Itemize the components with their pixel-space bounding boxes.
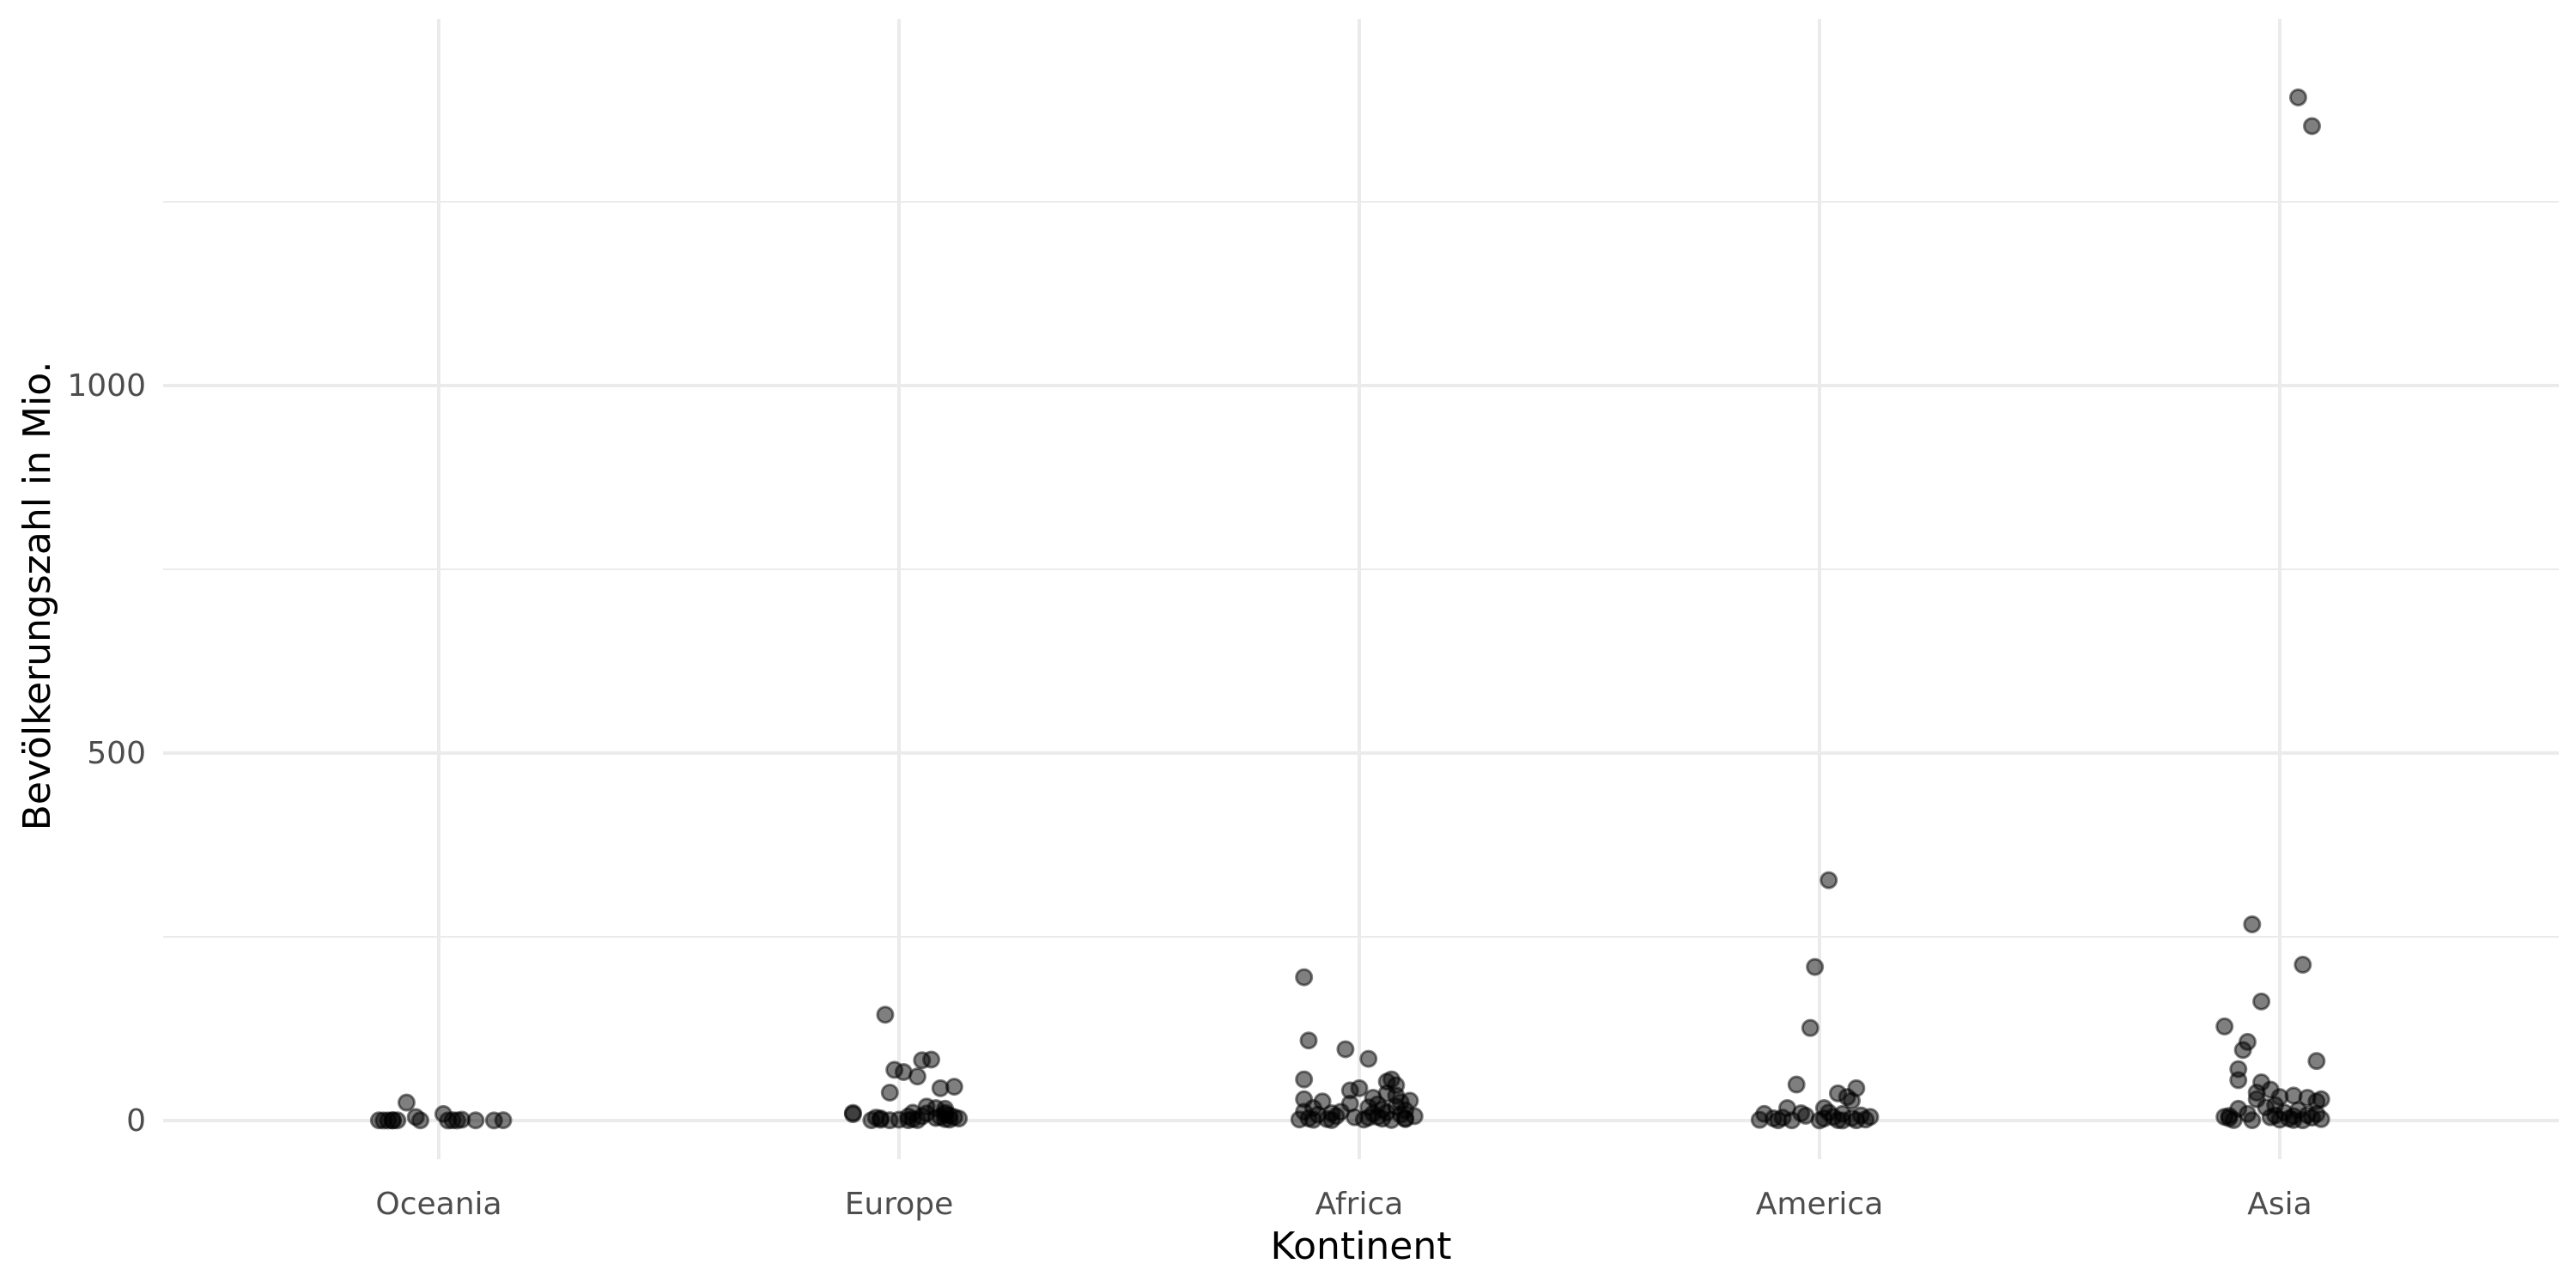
data-point-africa bbox=[1295, 968, 1314, 987]
data-point-europe bbox=[880, 1083, 899, 1102]
x-tick-label-asia: Asia bbox=[2247, 1187, 2312, 1222]
data-point-america bbox=[1773, 1109, 1792, 1127]
data-point-asia bbox=[2293, 956, 2312, 975]
data-point-asia bbox=[2243, 1111, 2262, 1130]
data-point-oceania bbox=[484, 1111, 503, 1130]
data-point-africa bbox=[1322, 1103, 1341, 1122]
data-point-africa bbox=[1387, 1086, 1406, 1105]
data-point-asia bbox=[2288, 88, 2307, 106]
y-tick-label: 1000 bbox=[67, 368, 146, 404]
y-tick-label: 0 bbox=[126, 1103, 146, 1139]
data-point-asia bbox=[2307, 1052, 2326, 1071]
data-point-europe bbox=[908, 1067, 927, 1086]
y-tick-label: 500 bbox=[87, 736, 146, 771]
data-point-africa bbox=[1313, 1092, 1332, 1111]
data-point-europe bbox=[945, 1078, 963, 1097]
points-layer bbox=[369, 88, 2330, 1130]
data-point-america bbox=[1801, 1018, 1820, 1037]
data-point-asia bbox=[2252, 992, 2271, 1011]
data-point-asia bbox=[2215, 1017, 2234, 1036]
data-point-asia bbox=[2229, 1060, 2248, 1078]
data-point-america bbox=[1787, 1075, 1806, 1094]
data-point-asia bbox=[2312, 1090, 2330, 1109]
grid-layer bbox=[163, 19, 2559, 1159]
data-point-europe bbox=[950, 1109, 969, 1128]
data-point-africa bbox=[1295, 1070, 1314, 1089]
data-point-africa bbox=[1377, 1072, 1396, 1091]
y-axis-title: Bevölkerungszahl in Mio. bbox=[15, 361, 59, 831]
data-point-america bbox=[1828, 1110, 1847, 1129]
data-point-europe bbox=[922, 1050, 941, 1069]
data-point-america bbox=[1843, 1091, 1862, 1110]
x-tick-label-america: America bbox=[1756, 1187, 1884, 1222]
data-point-europe bbox=[876, 1005, 895, 1024]
data-point-africa bbox=[1359, 1109, 1378, 1127]
data-point-asia bbox=[2243, 914, 2262, 933]
data-point-oceania bbox=[406, 1108, 425, 1127]
x-tick-label-oceania: Oceania bbox=[375, 1187, 501, 1222]
data-point-africa bbox=[1350, 1078, 1369, 1097]
data-point-asia bbox=[2220, 1107, 2239, 1126]
data-point-oceania bbox=[434, 1104, 453, 1123]
data-point-africa bbox=[1299, 1031, 1318, 1050]
data-point-asia bbox=[2298, 1106, 2317, 1125]
data-point-oceania bbox=[374, 1111, 393, 1130]
x-tick-label-africa: Africa bbox=[1315, 1187, 1404, 1222]
data-point-asia bbox=[2238, 1032, 2257, 1051]
data-point-america bbox=[1806, 957, 1825, 976]
data-point-europe bbox=[843, 1105, 862, 1124]
data-point-asia bbox=[2266, 1096, 2285, 1115]
x-axis-title: Kontinent bbox=[1270, 1224, 1451, 1268]
data-point-africa bbox=[1336, 1040, 1355, 1059]
x-tick-label-europe: Europe bbox=[845, 1187, 954, 1222]
data-point-oceania bbox=[453, 1110, 471, 1129]
data-point-africa bbox=[1359, 1049, 1378, 1068]
data-point-asia bbox=[2303, 117, 2322, 136]
data-point-america bbox=[1847, 1111, 1866, 1130]
ticks-layer: 0 500 1000 Oceania Europe Africa America Asia bbox=[67, 368, 2312, 1222]
data-point-america bbox=[1820, 871, 1838, 890]
data-point-oceania bbox=[397, 1093, 416, 1112]
data-point-africa bbox=[1396, 1109, 1415, 1128]
